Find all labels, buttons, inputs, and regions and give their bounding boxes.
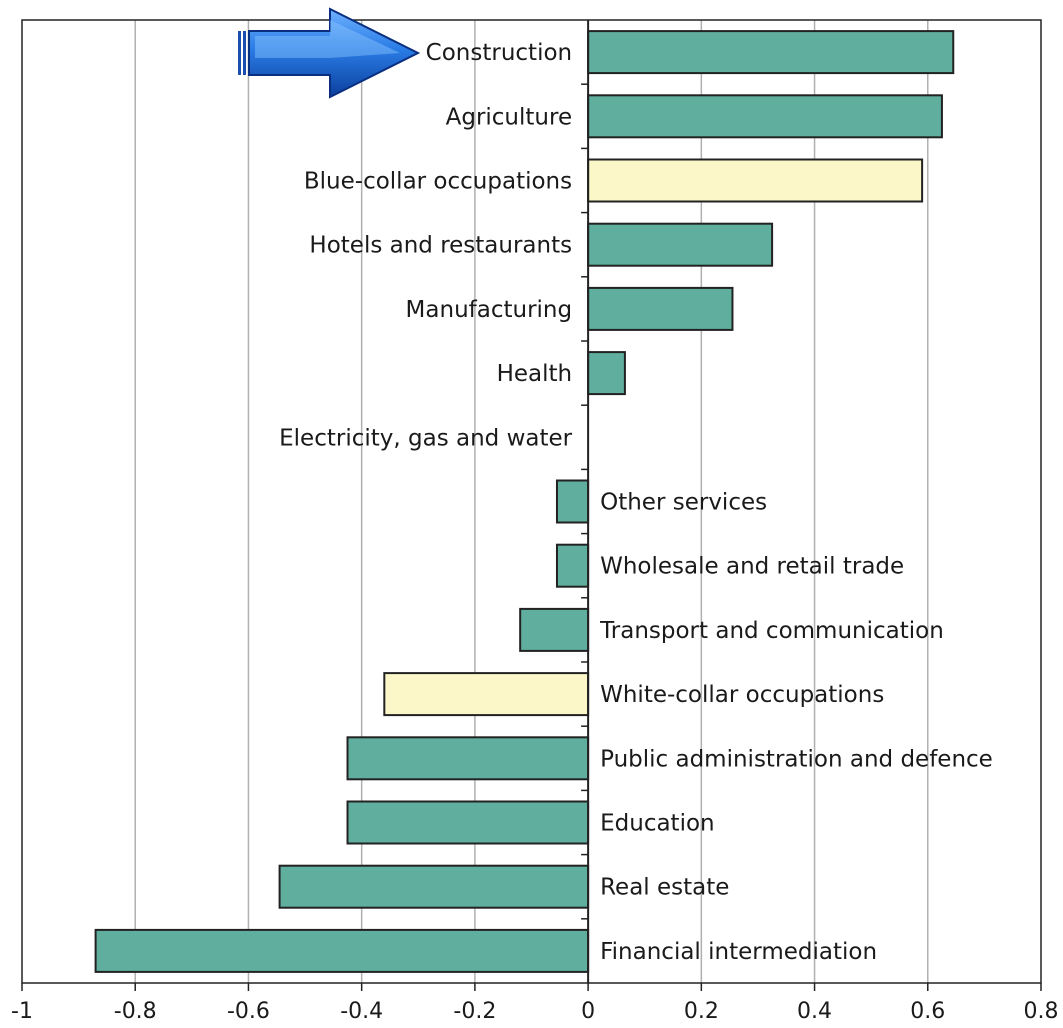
x-tick-label: -0.4 — [340, 999, 383, 1024]
category-ticks — [581, 83, 589, 920]
category-label: Financial intermediation — [600, 939, 877, 965]
x-tick-label: 0 — [581, 999, 595, 1024]
highlight-arrow-icon — [238, 7, 421, 99]
x-tick-label: 0.6 — [910, 999, 945, 1024]
category-label: Wholesale and retail trade — [600, 554, 904, 580]
bar — [587, 351, 626, 396]
bar — [555, 479, 590, 524]
category-label: White-collar occupations — [600, 682, 884, 708]
x-tick-label: 0.2 — [684, 999, 719, 1024]
bar — [587, 30, 955, 75]
category-label: Construction — [426, 40, 572, 66]
x-tick-label: 0.8 — [1024, 999, 1059, 1024]
category-label: Education — [600, 811, 715, 837]
bar — [587, 158, 924, 203]
bar — [519, 607, 590, 652]
category-label: Manufacturing — [406, 297, 573, 323]
x-tick-label: -0.6 — [227, 999, 270, 1024]
category-labels: Construction Agriculture Blue-collar occup… — [279, 40, 993, 965]
category-label: Real estate — [600, 875, 729, 901]
category-label: Blue-collar occupations — [304, 169, 572, 195]
bar — [587, 222, 774, 267]
category-label: Other services — [600, 490, 767, 516]
bars — [94, 30, 955, 973]
x-tick-label: -0.8 — [114, 999, 157, 1024]
x-axis-ticks: -1 -0.8 -0.6 -0.4 -0.2 0 0.2 0.4 0.6 0.8 — [11, 983, 1059, 1024]
bar — [383, 672, 590, 717]
bar — [346, 736, 590, 781]
bar — [555, 543, 590, 588]
category-label: Electricity, gas and water — [279, 425, 573, 451]
x-tick-label: -0.2 — [453, 999, 496, 1024]
bar — [278, 864, 590, 909]
category-label: Health — [497, 361, 573, 387]
bar — [94, 928, 590, 973]
x-tick-label: 0.4 — [797, 999, 832, 1024]
bar — [346, 800, 590, 845]
bar — [587, 94, 943, 139]
x-tick-label: -1 — [11, 999, 33, 1024]
category-label: Transport and communication — [599, 618, 944, 644]
category-label: Hotels and restaurants — [309, 233, 572, 259]
category-label: Agriculture — [446, 104, 573, 130]
category-label: Public administration and defence — [600, 746, 993, 772]
plot-frame — [21, 19, 1042, 984]
bar — [587, 286, 734, 331]
